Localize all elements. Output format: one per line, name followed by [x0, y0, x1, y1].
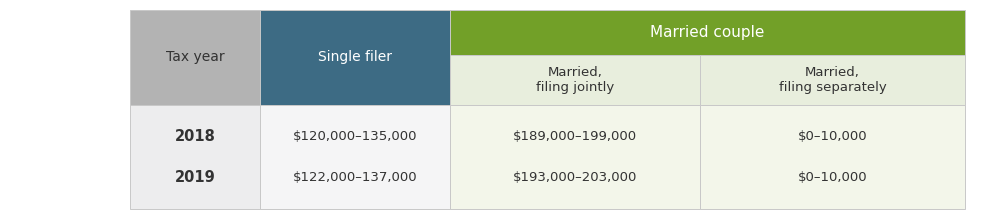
Bar: [260, 10, 450, 105]
Bar: [450, 10, 965, 55]
Text: 2019: 2019: [175, 170, 215, 185]
Bar: [450, 105, 700, 209]
Text: $120,000–135,000: $120,000–135,000: [293, 130, 417, 143]
Text: $0–10,000: $0–10,000: [798, 130, 867, 143]
Text: Married,
filing separately: Married, filing separately: [779, 66, 886, 94]
Text: $0–10,000: $0–10,000: [798, 171, 867, 184]
Bar: [260, 105, 450, 209]
Text: Single filer: Single filer: [318, 51, 392, 65]
Text: $189,000–199,000: $189,000–199,000: [513, 130, 637, 143]
Text: Married,
filing jointly: Married, filing jointly: [536, 66, 614, 94]
Bar: [450, 55, 700, 105]
Text: 2018: 2018: [175, 129, 215, 144]
Text: $193,000–203,000: $193,000–203,000: [513, 171, 637, 184]
Bar: [130, 10, 260, 105]
Bar: [700, 55, 965, 105]
Bar: [700, 105, 965, 209]
Text: $122,000–137,000: $122,000–137,000: [293, 171, 417, 184]
Text: Married couple: Married couple: [650, 25, 765, 40]
Text: Tax year: Tax year: [166, 51, 224, 65]
Bar: [130, 105, 260, 209]
